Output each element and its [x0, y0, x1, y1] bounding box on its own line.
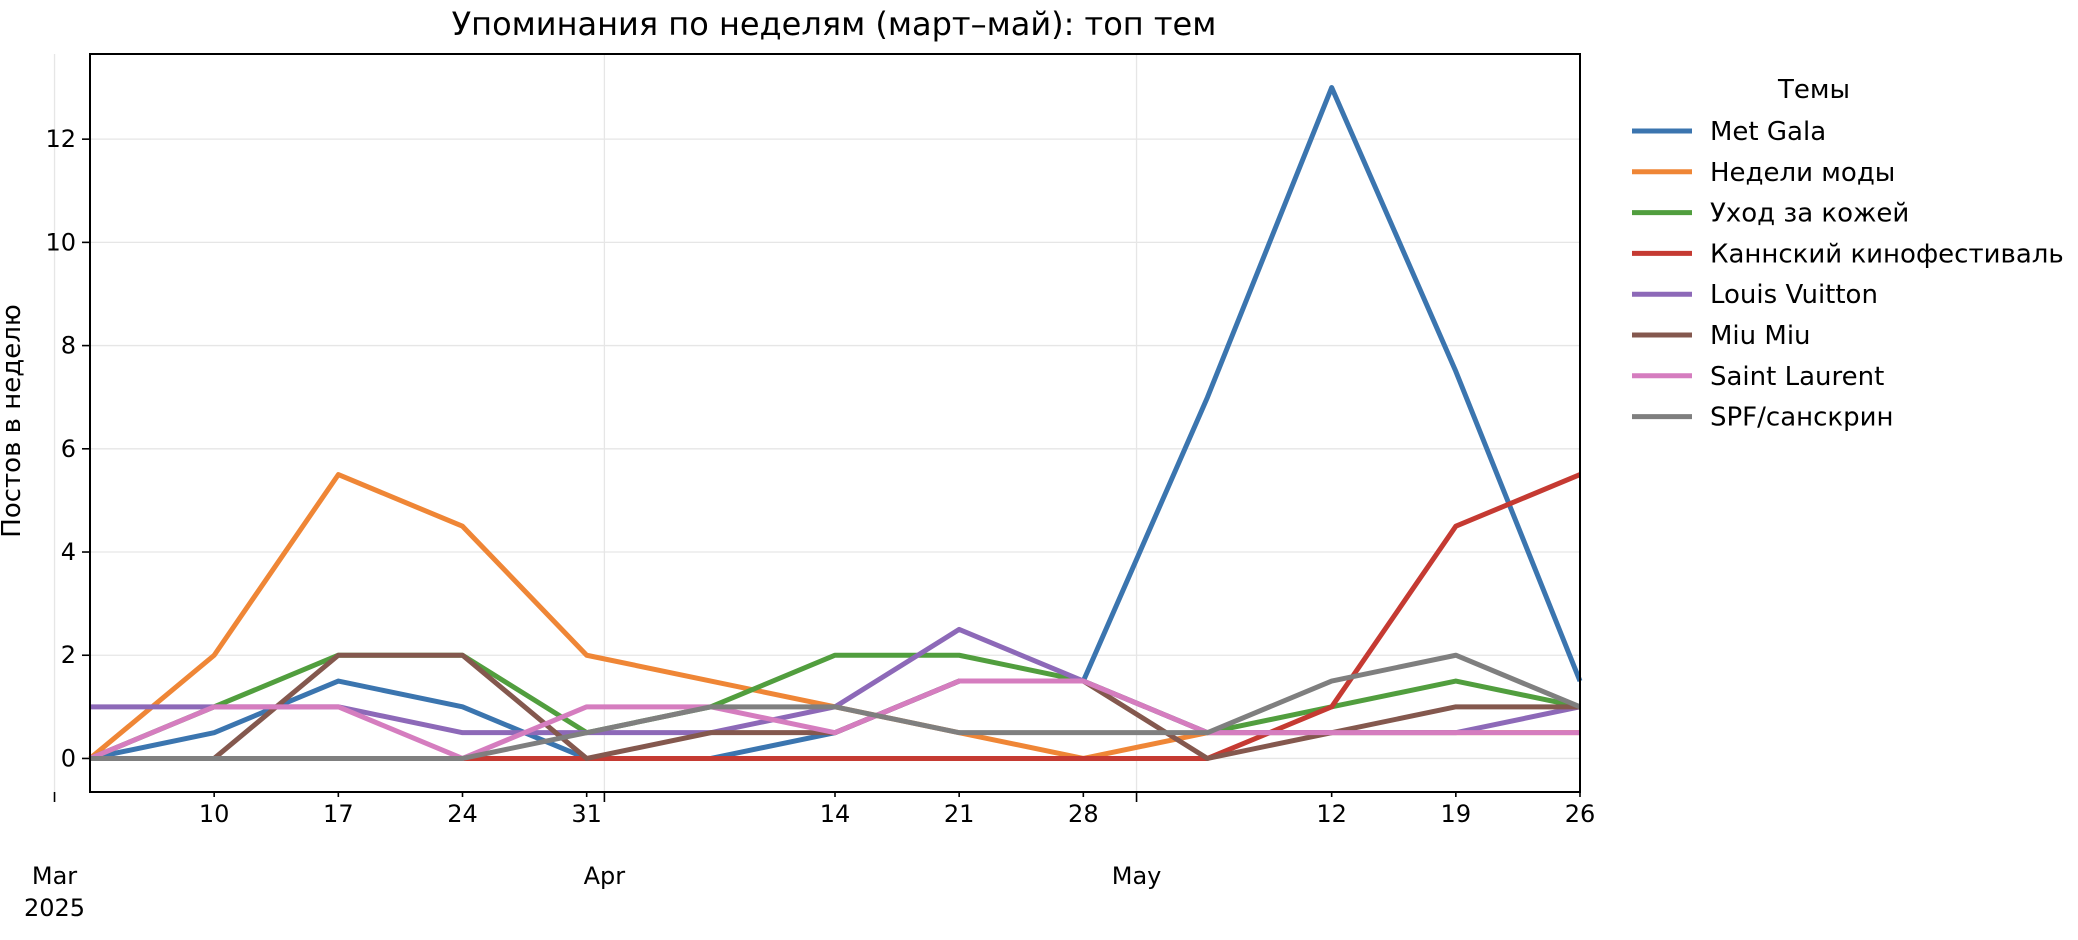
legend-item: Недели моды — [1632, 158, 1895, 188]
series-line-7 — [89, 678, 1580, 761]
x-day-label: 26 — [1565, 800, 1596, 828]
legend-item: Каннский кинофестиваль — [1632, 239, 2064, 269]
legend-item: Met Gala — [1632, 117, 1826, 147]
chart-title: Упоминания по неделям (март–май): топ те… — [452, 5, 1217, 43]
legend-label: Уход за кожей — [1710, 199, 1909, 229]
x-day-label: 21 — [944, 800, 975, 828]
y-tick-label: 10 — [45, 228, 76, 256]
x-day-label: 10 — [199, 800, 230, 828]
x-year-label: 2025 — [24, 894, 85, 922]
legend-label: Saint Laurent — [1710, 362, 1884, 392]
x-month-label: Apr — [584, 862, 626, 890]
y-tick-label: 8 — [61, 332, 76, 360]
y-tick-label: 6 — [61, 435, 76, 463]
legend-item: Miu Miu — [1632, 321, 1811, 351]
y-tick-label: 2 — [61, 641, 76, 669]
series-lines — [88, 85, 1583, 761]
y-axis-label: Постов в неделю — [0, 304, 27, 537]
legend-title: Темы — [1777, 75, 1850, 105]
series-line-8 — [90, 652, 1581, 761]
x-day-label: 12 — [1316, 800, 1347, 828]
legend-item: SPF/санскрин — [1632, 403, 1894, 433]
x-month-label: Mar — [32, 862, 77, 890]
legend-item: Louis Vuitton — [1632, 280, 1878, 310]
y-tick-label: 12 — [45, 125, 76, 153]
legend-label: Каннский кинофестиваль — [1710, 239, 2064, 269]
legend-label: Met Gala — [1710, 117, 1826, 147]
y-tick-label: 0 — [61, 744, 76, 772]
legend-label: Недели моды — [1710, 158, 1895, 188]
legend: Темы Met Gala Недели моды Уход за кожей Кан… — [1632, 75, 2064, 433]
x-day-label: 31 — [571, 800, 602, 828]
legend-item: Уход за кожей — [1632, 199, 1909, 229]
x-day-label: 24 — [447, 800, 478, 828]
x-day-label: 28 — [1068, 800, 1099, 828]
x-day-label: 17 — [323, 800, 354, 828]
series-line-4 — [90, 472, 1581, 761]
x-day-label: 19 — [1441, 800, 1472, 828]
legend-label: Miu Miu — [1710, 321, 1811, 351]
x-day-label: 14 — [820, 800, 851, 828]
legend-item: Saint Laurent — [1632, 362, 1884, 392]
legend-label: Louis Vuitton — [1710, 280, 1878, 310]
series-line-2 — [88, 472, 1580, 761]
y-tick-label: 4 — [61, 538, 76, 566]
series-line-5 — [90, 626, 1581, 736]
legend-label: SPF/санскрин — [1710, 403, 1894, 433]
plot-area-frame — [89, 53, 1581, 793]
x-month-label: May — [1112, 862, 1162, 890]
